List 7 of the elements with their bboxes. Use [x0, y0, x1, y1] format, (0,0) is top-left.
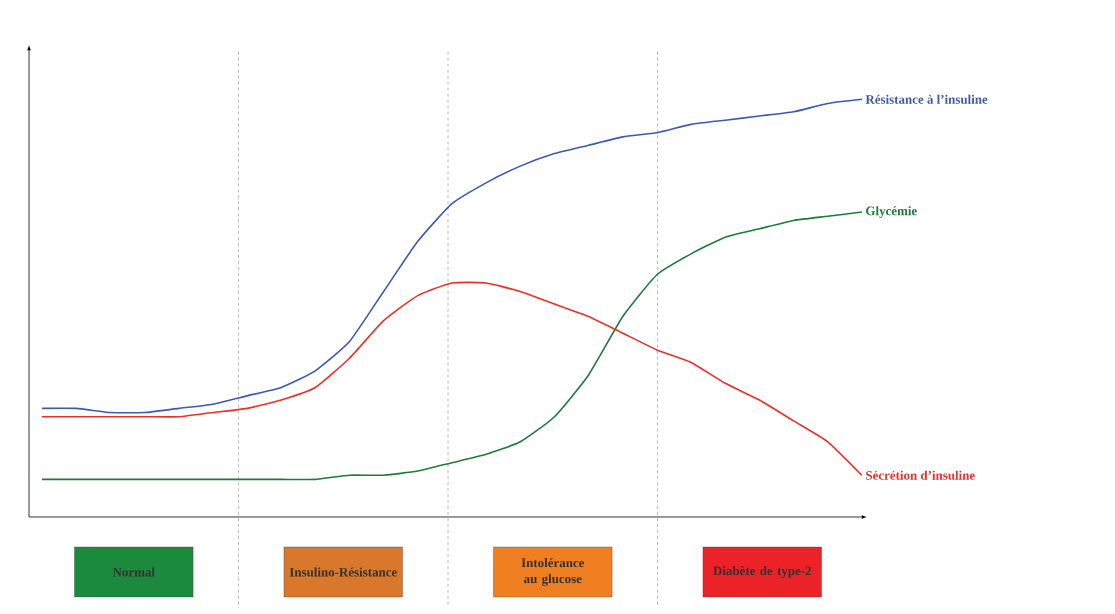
series-label: Sécrétion d’insuline — [866, 470, 975, 480]
series-label: Glycémie — [866, 206, 917, 218]
text: Insulino-Résistance — [289, 567, 397, 577]
text: Diabète de type-2 — [713, 566, 811, 578]
text: Intolérance au glucose — [521, 558, 585, 586]
text: Normal — [112, 567, 155, 577]
series-label: Résistance à l’insuline — [865, 94, 988, 104]
